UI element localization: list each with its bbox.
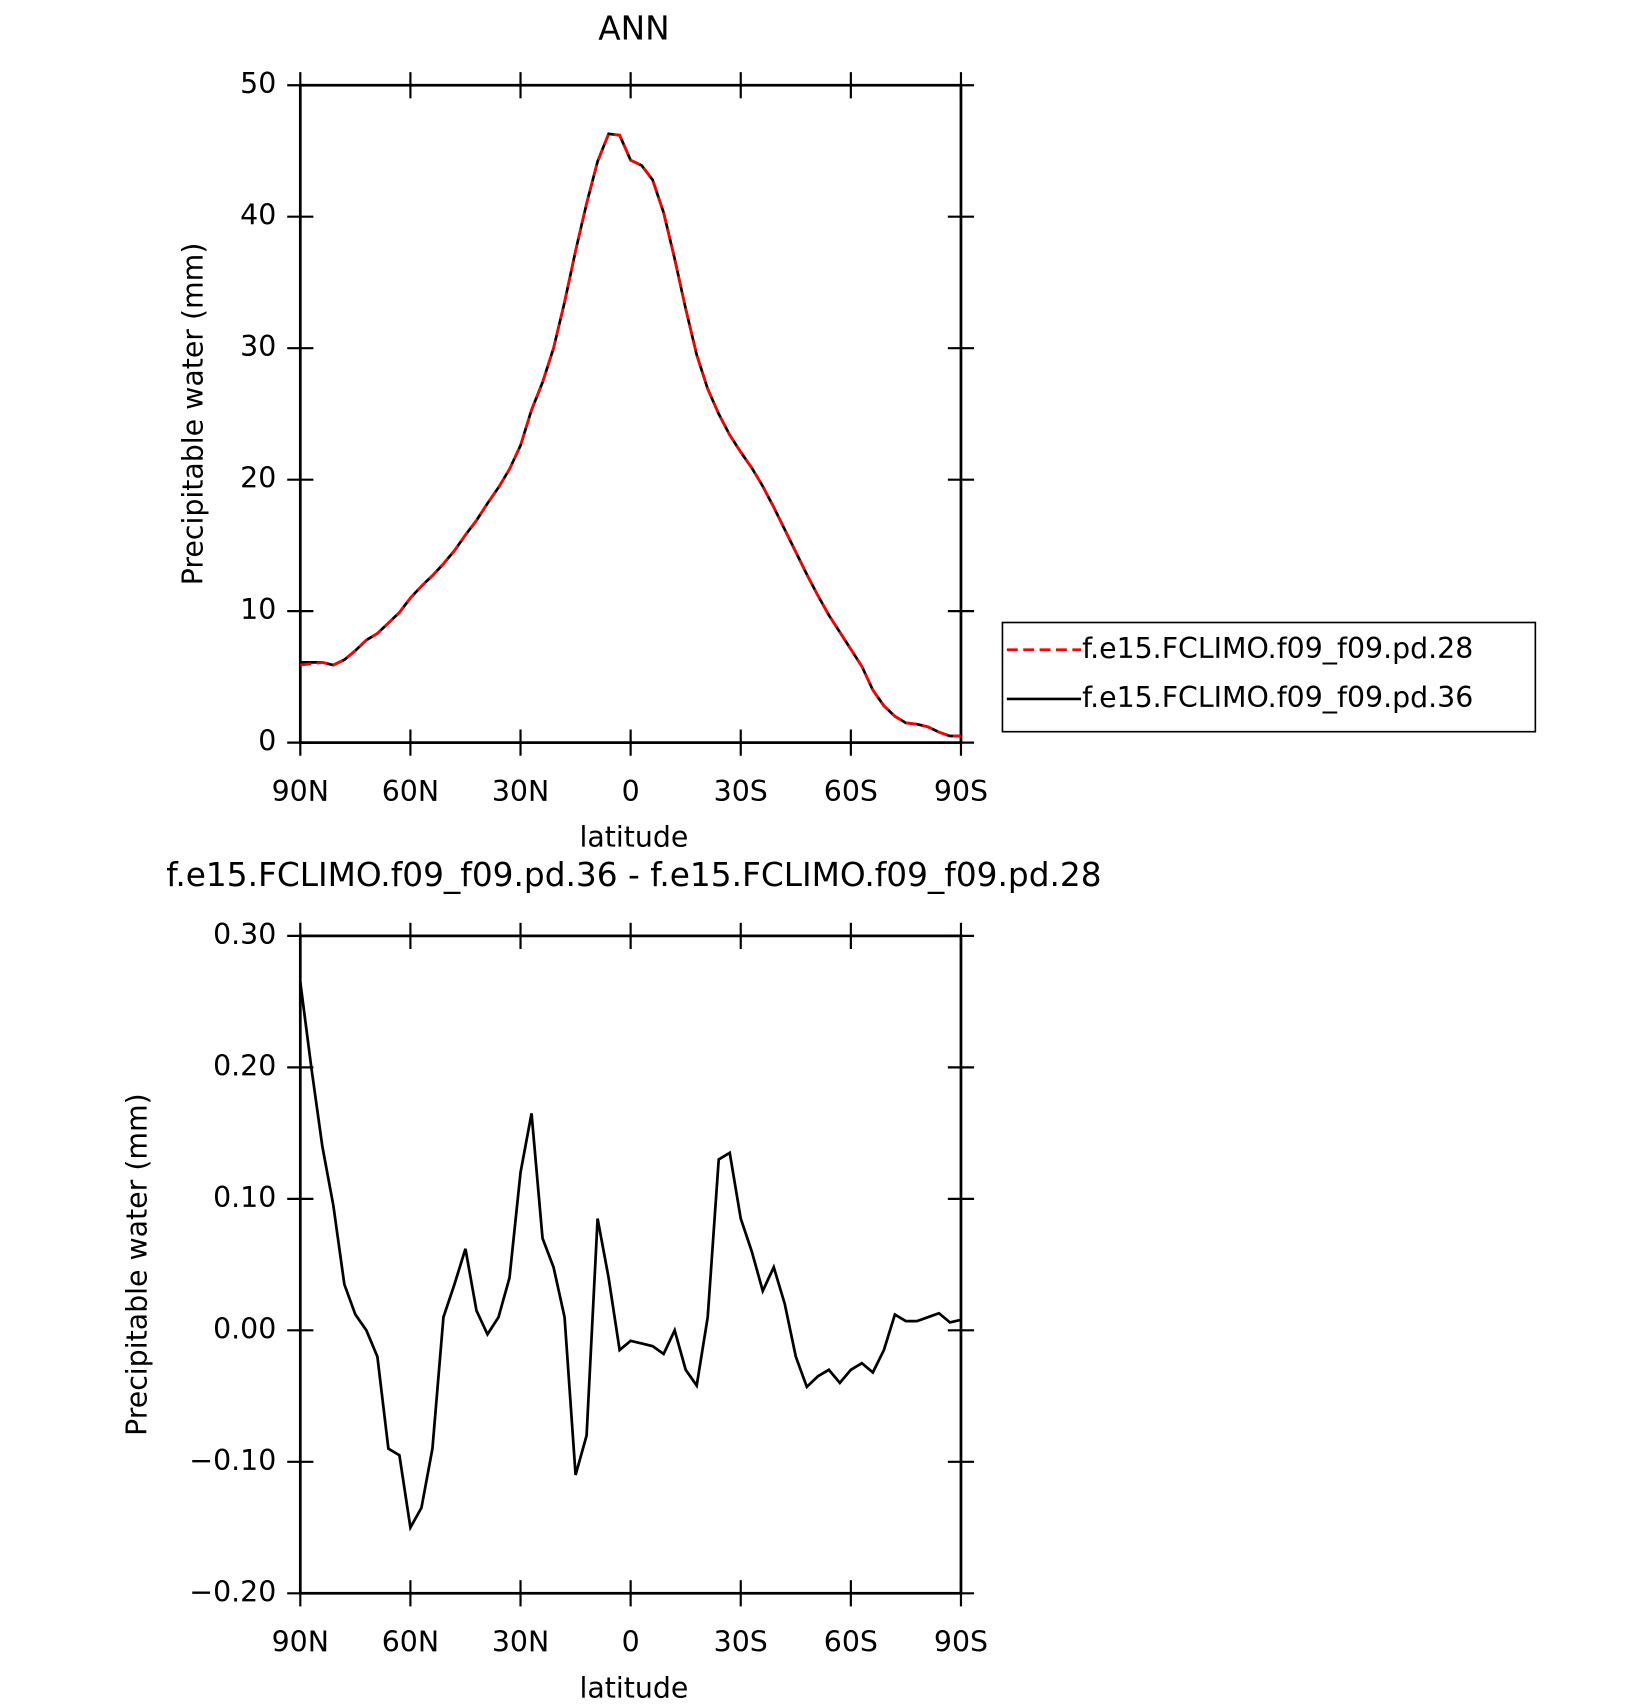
data-line: [298, 981, 962, 1532]
x-tick-label: 30N: [492, 1626, 549, 1659]
x-tick-label: 30N: [492, 775, 549, 808]
data-line: [300, 132, 961, 738]
legend-label: f.e15.FCLIMO.f09_f09.pd.28: [1082, 632, 1473, 665]
x-axis-label: latitude: [579, 1671, 688, 1704]
y-tick-label: 40: [240, 199, 276, 232]
y-tick-label: 0: [258, 725, 276, 758]
x-tick-label: 30S: [714, 775, 768, 808]
x-tick-label: 60S: [824, 1626, 878, 1659]
y-tick-label: 50: [240, 67, 276, 100]
y-tick-label: 0.30: [213, 918, 276, 951]
y-tick-label: 0.20: [213, 1049, 276, 1082]
y-tick-label: 30: [240, 330, 276, 363]
x-tick-label: 90S: [934, 775, 988, 808]
y-axis-label: Precipitable water (mm): [121, 1093, 154, 1436]
x-tick-label: 90N: [272, 1626, 329, 1659]
x-tick-label: 30S: [714, 1626, 768, 1659]
y-axis-label: Precipitable water (mm): [176, 243, 209, 586]
y-tick-label: −0.10: [189, 1444, 276, 1477]
x-tick-label: 60N: [382, 775, 439, 808]
plot-frame: [298, 83, 963, 744]
y-tick-label: 0.10: [213, 1181, 276, 1214]
x-tick-label: 60S: [824, 775, 878, 808]
plot-frame: [298, 934, 963, 1595]
x-tick-label: 0: [622, 1626, 640, 1659]
legend-box: [1001, 621, 1537, 733]
x-tick-label: 60N: [382, 1626, 439, 1659]
y-tick-label: 20: [240, 462, 276, 495]
x-tick-label: 0: [622, 775, 640, 808]
chart-title: f.e15.FCLIMO.f09_f09.pd.36 - f.e15.FCLIM…: [166, 856, 1101, 894]
x-axis-label: latitude: [579, 821, 688, 854]
x-tick-label: 90S: [934, 1626, 988, 1659]
data-line: [300, 132, 961, 738]
y-tick-label: 0.00: [213, 1312, 276, 1345]
y-tick-label: 10: [240, 593, 276, 626]
legend-label: f.e15.FCLIMO.f09_f09.pd.36: [1082, 681, 1473, 714]
chart-title: ANN: [598, 10, 669, 48]
x-tick-label: 90N: [272, 775, 329, 808]
y-tick-label: −0.20: [189, 1575, 276, 1608]
